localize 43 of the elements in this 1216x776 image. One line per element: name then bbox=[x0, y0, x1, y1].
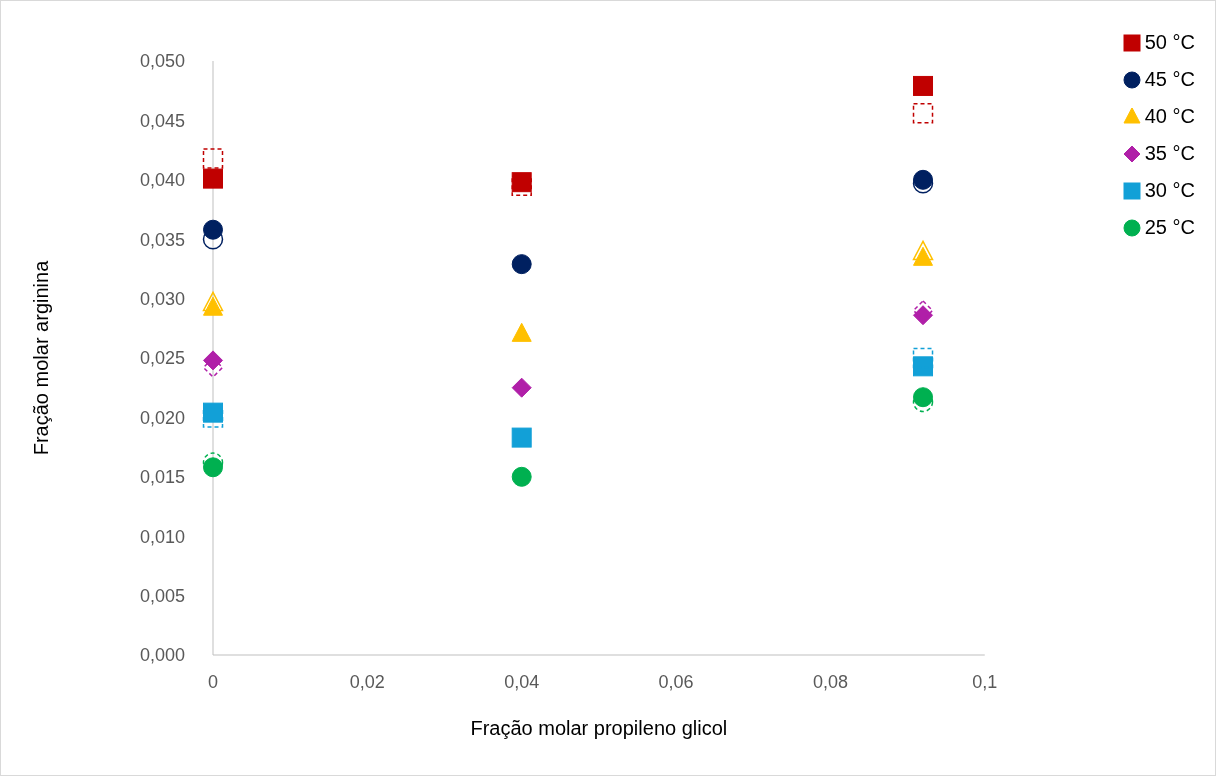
y-tick-label: 0,045 bbox=[139, 110, 185, 131]
point bbox=[511, 377, 532, 398]
point bbox=[511, 254, 532, 275]
y-tick-label: 0,040 bbox=[139, 170, 185, 191]
point bbox=[912, 347, 934, 369]
y-tick-label: 0,025 bbox=[139, 348, 185, 369]
point bbox=[511, 427, 532, 448]
x-tick-label: 0 bbox=[207, 671, 219, 692]
x-axis-title: Fração molar propileno glicol bbox=[470, 717, 728, 739]
y-tick-label: 0,020 bbox=[139, 407, 185, 428]
point bbox=[511, 466, 532, 487]
point bbox=[913, 246, 934, 266]
point bbox=[511, 322, 532, 342]
point bbox=[202, 148, 224, 169]
x-tick-label: 0,1 bbox=[972, 671, 998, 692]
legend-label: 25 °C bbox=[1144, 216, 1195, 239]
point bbox=[913, 387, 934, 408]
point bbox=[912, 240, 934, 261]
point bbox=[203, 457, 223, 478]
point bbox=[203, 402, 223, 423]
y-tick-label: 0,010 bbox=[139, 526, 185, 547]
y-tick-label: 0,005 bbox=[139, 585, 185, 606]
x-tick-label: 0,04 bbox=[504, 671, 540, 692]
point bbox=[203, 168, 223, 189]
point bbox=[912, 103, 934, 124]
point bbox=[202, 291, 224, 312]
y-tick-label: 0,015 bbox=[139, 467, 185, 488]
point bbox=[913, 356, 934, 377]
x-tick-label: 0,08 bbox=[812, 671, 848, 692]
legend-label: 30 °C bbox=[1144, 179, 1195, 202]
point bbox=[202, 407, 224, 428]
y-tick-label: 0,000 bbox=[139, 645, 185, 666]
legend-label: 50 °C bbox=[1144, 31, 1195, 54]
y-tick-label: 0,035 bbox=[139, 229, 185, 250]
y-axis-title: Fração molar arginina bbox=[30, 259, 53, 456]
legend-label: 40 °C bbox=[1144, 105, 1195, 128]
legend-label: 35 °C bbox=[1144, 142, 1195, 165]
y-tick-label: 0,030 bbox=[139, 288, 185, 309]
x-tick-label: 0,06 bbox=[658, 671, 694, 692]
point bbox=[913, 75, 934, 96]
legend-label: 45 °C bbox=[1144, 68, 1195, 91]
y-tick-label: 0,050 bbox=[139, 51, 185, 72]
x-tick-label: 0,02 bbox=[349, 671, 385, 692]
